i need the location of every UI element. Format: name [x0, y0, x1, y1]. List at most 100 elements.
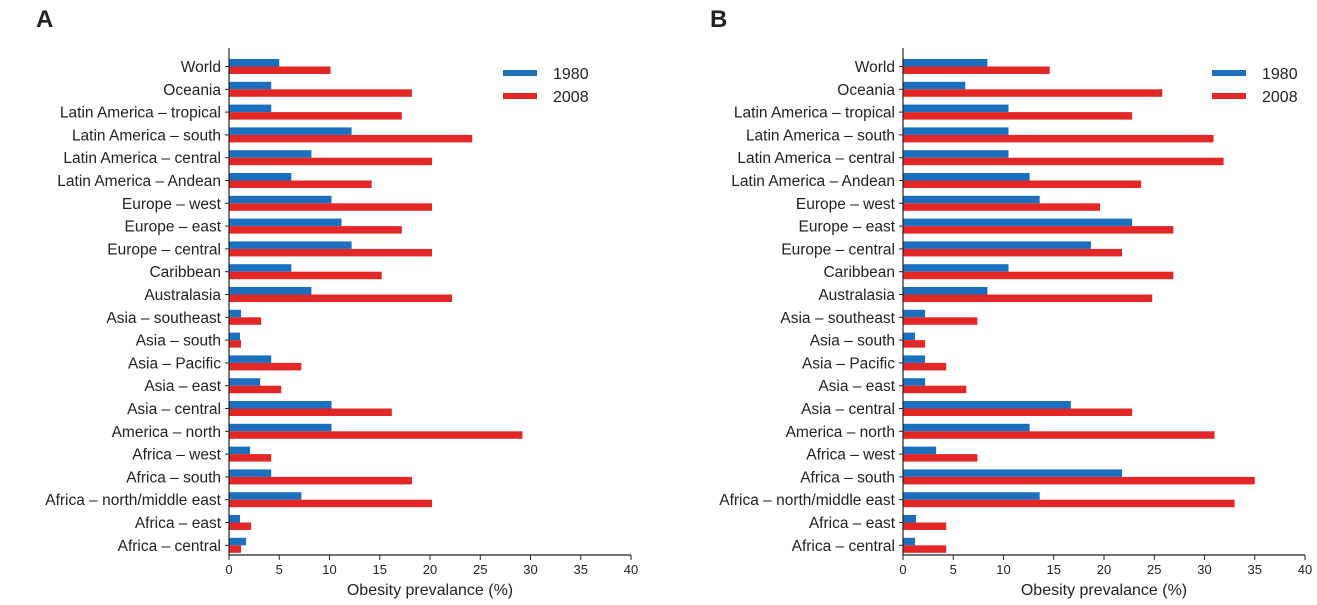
bar-1980: [229, 332, 241, 341]
category-label: America – north: [112, 424, 221, 441]
bar-1980: [229, 104, 272, 113]
category-label: Africa – south: [126, 469, 221, 486]
bar-1980: [903, 264, 1009, 272]
legend-swatch-1980: [1212, 70, 1246, 76]
bar-2008: [229, 408, 392, 416]
category-label: Asia – Pacific: [802, 355, 895, 372]
category-label: Asia – central: [127, 401, 221, 418]
category-label: Europe – central: [107, 241, 221, 258]
panel-b: B World Oceania Latin America – tropical La…: [660, 0, 1317, 605]
bar-2008: [903, 134, 1214, 143]
bar-1980: [229, 287, 312, 295]
bar-1980: [229, 309, 242, 318]
bar-2008: [903, 294, 1153, 302]
bar-2008: [903, 476, 1255, 485]
bar-1980: [903, 127, 1009, 135]
legend-label-1980: 1980: [1262, 66, 1298, 83]
bar-2008: [903, 203, 1100, 211]
category-label: Asia – southeast: [780, 310, 895, 327]
bar-1980: [903, 287, 988, 295]
bar-1980: [903, 515, 917, 523]
x-tick-label: 20: [423, 562, 437, 577]
bar-2008: [903, 66, 1050, 74]
bar-2008: [903, 362, 947, 371]
category-label: Europe – central: [781, 241, 895, 258]
bar-1980: [229, 150, 312, 158]
category-label: Latin America – central: [63, 150, 221, 167]
bar-1980: [229, 355, 272, 363]
bar-1980: [229, 446, 251, 455]
x-tick-label: 35: [574, 562, 588, 577]
bar-2008: [903, 271, 1174, 280]
bar-2008: [903, 317, 978, 325]
bar-2008: [229, 454, 272, 462]
bar-2008: [229, 317, 262, 325]
bar-2008: [229, 134, 473, 143]
bar-2008: [903, 431, 1215, 439]
bar-2008: [903, 180, 1142, 188]
category-label: Latin America – south: [72, 127, 221, 144]
bar-1980: [903, 446, 937, 455]
x-tick-label: 0: [899, 562, 906, 577]
x-axis-label: Obesity prevalance (%): [1021, 582, 1187, 599]
x-tick-label: 5: [276, 562, 283, 577]
bar-1980: [229, 537, 247, 546]
chart-b-svg: World Oceania Latin America – tropical Lati…: [719, 48, 1312, 599]
category-label: Europe – west: [796, 196, 896, 213]
bar-1980: [229, 173, 292, 181]
bar-2008: [229, 294, 453, 302]
legend-label-2008: 2008: [1262, 89, 1298, 106]
bar-1980: [229, 515, 241, 523]
bar-1980: [903, 401, 1071, 409]
category-label: Asia – southeast: [106, 310, 221, 327]
x-tick-label: 10: [996, 562, 1010, 577]
category-label: Africa – east: [809, 515, 896, 532]
category-label: Caribbean: [149, 264, 221, 281]
bar-2008: [229, 340, 242, 348]
legend-label-2008: 2008: [553, 89, 589, 106]
bar-2008: [229, 248, 433, 257]
x-tick-label: 40: [624, 562, 638, 577]
bar-2008: [903, 157, 1224, 166]
bar-1980: [229, 401, 332, 409]
x-tick-label: 15: [1047, 562, 1061, 577]
bar-2008: [903, 385, 967, 394]
bar-2008: [229, 66, 331, 74]
bar-1980: [903, 241, 1091, 249]
bar-2008: [229, 522, 252, 530]
legend-swatch-2008: [503, 93, 537, 99]
legend-swatch-1980: [503, 70, 537, 76]
x-tick-label: 25: [1147, 562, 1161, 577]
bar-1980: [903, 492, 1040, 500]
x-tick-label: 40: [1298, 562, 1312, 577]
bar-1980: [229, 423, 332, 432]
bar-2008: [229, 362, 302, 371]
category-label: Australasia: [818, 287, 895, 304]
category-label: Africa – north/middle east: [45, 492, 221, 509]
category-label: Africa – central: [118, 538, 221, 555]
bar-1980: [229, 378, 261, 386]
category-label: Latin America – tropical: [734, 105, 895, 122]
x-tick-label: 30: [523, 562, 537, 577]
bar-2008: [229, 89, 412, 97]
bar-1980: [903, 195, 1040, 204]
category-label: Asia – central: [801, 401, 895, 418]
bar-2008: [903, 248, 1123, 257]
category-label: World: [855, 59, 895, 76]
bar-2008: [229, 476, 412, 485]
x-tick-label: 0: [225, 562, 232, 577]
bar-1980: [903, 150, 1009, 158]
bar-1980: [229, 241, 352, 249]
bar-1980: [229, 59, 280, 67]
category-label: Oceania: [837, 82, 895, 99]
legend-label-1980: 1980: [553, 66, 589, 83]
category-label: Africa – west: [132, 447, 221, 464]
category-label: Oceania: [163, 82, 221, 99]
category-label: Europe – east: [124, 219, 221, 236]
bar-2008: [229, 271, 382, 280]
category-label: Africa – south: [800, 469, 895, 486]
bar-2008: [903, 454, 978, 462]
panel-letter: B: [710, 6, 728, 33]
bar-2008: [229, 545, 242, 553]
bar-1980: [229, 264, 292, 272]
